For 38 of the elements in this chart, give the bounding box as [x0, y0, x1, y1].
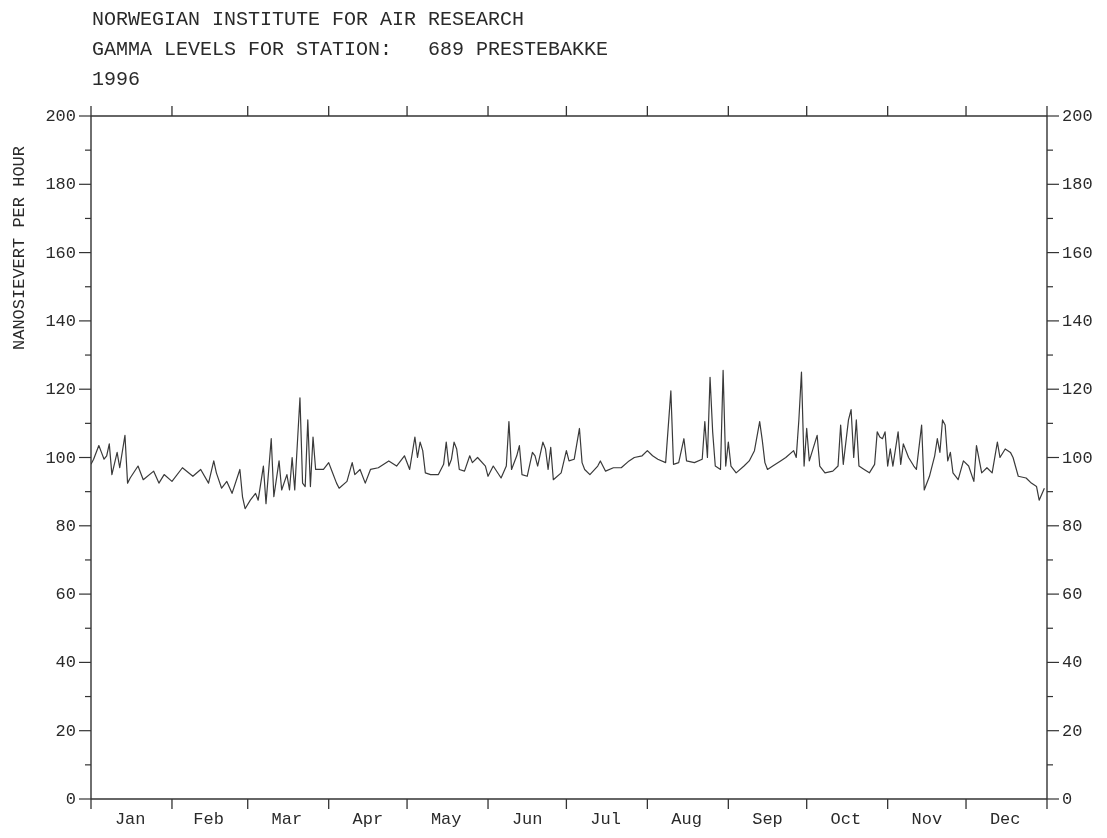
y-tick-label: 140: [45, 311, 76, 331]
chart-title: NORWEGIAN INSTITUTE FOR AIR RESEARCH: [92, 7, 526, 33]
y2-tick-label: 100: [1062, 448, 1093, 467]
y2-tick-label: 60: [1062, 584, 1083, 604]
x-tick-label: Mar: [271, 809, 303, 829]
y2-tick-label: 200: [1062, 106, 1093, 126]
x-tick-label: Oct: [830, 809, 862, 829]
y-tick-label: 20: [55, 721, 76, 741]
x-tick-label: Dec: [989, 809, 1021, 829]
x-tick-label: Jan: [114, 809, 146, 829]
x-tick-label: Apr: [352, 809, 384, 829]
y-tick-label: 0: [65, 789, 76, 809]
x-tick-label: Jun: [511, 809, 543, 829]
y2-tick-label: 160: [1062, 243, 1093, 263]
chart-subtitle: GAMMA LEVELS FOR STATION: 689 PRESTEBAKKE: [92, 37, 609, 63]
y-tick-label: 100: [45, 448, 76, 467]
y-tick-label: 160: [45, 243, 76, 263]
x-tick-label: Sep: [752, 809, 783, 829]
y2-tick-label: 180: [1062, 174, 1093, 194]
y2-tick-label: 140: [1062, 311, 1093, 331]
y-tick-label: 40: [55, 652, 76, 672]
y-tick-label: 120: [45, 379, 76, 399]
y2-tick-label: 40: [1062, 652, 1083, 672]
y-tick-label: 60: [55, 584, 76, 604]
y2-tick-label: 20: [1062, 721, 1083, 741]
x-tick-label: May: [430, 809, 462, 829]
y-tick-label: 200: [45, 106, 76, 126]
x-tick-label: Feb: [193, 809, 224, 829]
y2-tick-label: 120: [1062, 379, 1093, 399]
y-tick-label: 180: [45, 174, 76, 194]
text: 1996: [92, 67, 141, 93]
x-tick-label: Nov: [911, 809, 943, 829]
y2-tick-label: 80: [1062, 516, 1083, 536]
x-tick-label: Aug: [671, 809, 702, 829]
y-axis-title: NANOSIEVERT PER HOUR: [9, 145, 29, 351]
x-tick-label: Jul: [590, 809, 621, 829]
y-tick-label: 80: [55, 516, 76, 536]
y2-tick-label: 0: [1062, 789, 1073, 809]
